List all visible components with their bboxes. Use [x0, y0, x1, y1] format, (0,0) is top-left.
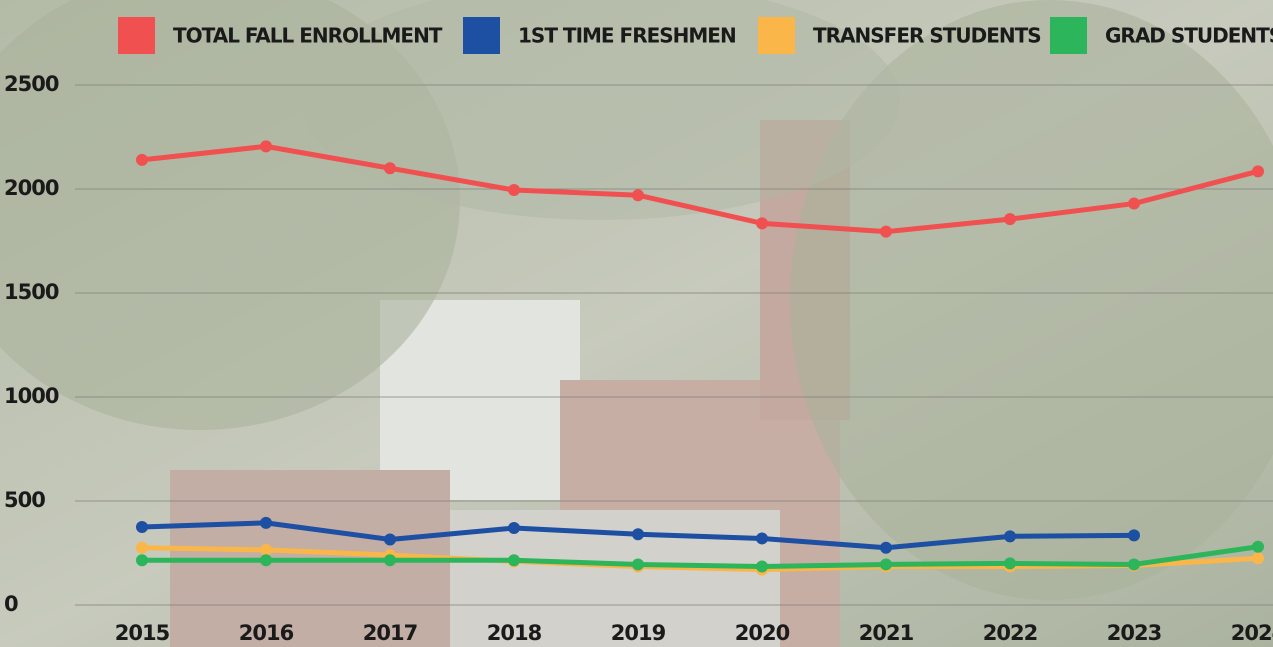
x-tick-label: 2017 [363, 621, 417, 645]
data-point [880, 226, 892, 238]
x-tick-label: 2023 [1107, 621, 1161, 645]
data-point [136, 521, 148, 533]
data-point [136, 554, 148, 566]
data-point [260, 554, 272, 566]
data-point [632, 558, 644, 570]
data-point [1128, 198, 1140, 210]
data-point [880, 542, 892, 554]
data-point [1128, 529, 1140, 541]
chart: 0 500 1000 1500 2000 2500 2015 2016 2017 2018 2019… [0, 0, 1273, 647]
y-tick-label: 2000 [4, 176, 59, 200]
legend-label: TOTAL FALL ENROLLMENT [173, 24, 443, 48]
data-point [756, 532, 768, 544]
x-tick-label: 2020 [735, 621, 790, 645]
data-point [508, 522, 520, 534]
data-point [508, 184, 520, 196]
legend-swatch [1050, 17, 1087, 54]
data-point [260, 544, 272, 556]
x-tick-label: 2016 [239, 621, 294, 645]
y-tick-label: 1500 [4, 280, 59, 304]
data-point [384, 554, 396, 566]
data-point [1004, 530, 1016, 542]
y-tick-label: 2500 [4, 72, 59, 96]
x-tick-label: 2024 [1231, 621, 1273, 645]
data-point [756, 561, 768, 573]
data-point [1252, 552, 1264, 564]
data-point [384, 533, 396, 545]
data-point [1004, 557, 1016, 569]
legend-label: GRAD STUDENTS [1105, 24, 1273, 48]
legend-swatch [118, 17, 155, 54]
data-point [632, 528, 644, 540]
x-tick-label: 2019 [611, 621, 666, 645]
x-tick-label: 2015 [115, 621, 170, 645]
data-point [260, 140, 272, 152]
data-point [136, 154, 148, 166]
x-tick-label: 2022 [983, 621, 1037, 645]
y-tick-label: 0 [4, 592, 18, 616]
data-point [756, 217, 768, 229]
data-point [1128, 558, 1140, 570]
legend-label: TRANSFER STUDENTS [813, 24, 1041, 48]
legend-label: 1ST TIME FRESHMEN [518, 24, 736, 48]
y-tick-label: 1000 [4, 384, 59, 408]
data-point [384, 162, 396, 174]
data-point [508, 554, 520, 566]
data-point [1252, 541, 1264, 553]
data-point [1004, 213, 1016, 225]
data-point [880, 558, 892, 570]
data-point [1252, 165, 1264, 177]
x-tick-label: 2018 [487, 621, 542, 645]
x-tick-label: 2021 [859, 621, 914, 645]
legend-swatch [758, 17, 795, 54]
data-point [136, 542, 148, 554]
data-point [632, 189, 644, 201]
y-tick-label: 500 [4, 488, 45, 512]
legend-swatch [463, 17, 500, 54]
data-point [260, 517, 272, 529]
